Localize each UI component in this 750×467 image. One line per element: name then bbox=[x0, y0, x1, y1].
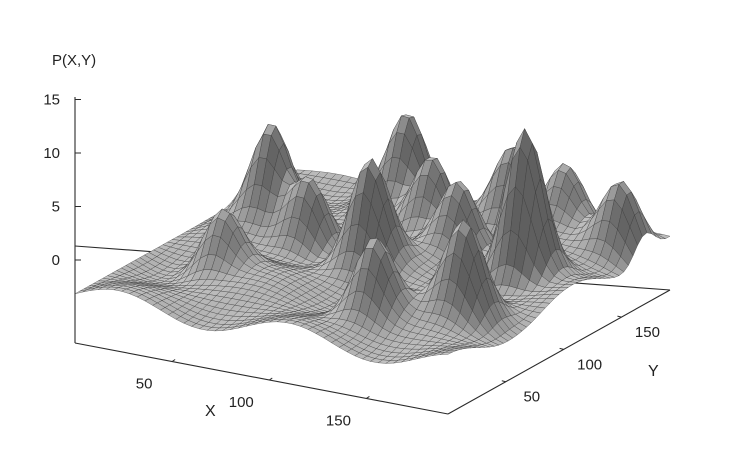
z-tick-label: 15 bbox=[43, 92, 60, 109]
y-tick-mark bbox=[617, 315, 622, 318]
x-axis-line bbox=[74, 342, 449, 415]
surface-facet bbox=[440, 351, 453, 355]
y-tick-label: 100 bbox=[577, 356, 602, 373]
y-tick-label: 50 bbox=[523, 389, 540, 406]
z-tick-label: 10 bbox=[43, 145, 60, 162]
x-tick-mark bbox=[268, 377, 273, 381]
z-tick-label: 0 bbox=[52, 252, 60, 269]
ticks: 0 5 10 15 50 100 150 50 100 150 bbox=[43, 92, 660, 430]
y-axis-label: Y bbox=[648, 363, 659, 380]
x-tick-mark bbox=[366, 396, 370, 399]
z-tick-label: 5 bbox=[52, 199, 60, 216]
y-axis-line bbox=[447, 289, 671, 415]
y-tick-mark bbox=[501, 380, 506, 383]
x-tick-label: 50 bbox=[136, 375, 153, 392]
y-tick-mark bbox=[559, 347, 564, 350]
surface bbox=[74, 114, 671, 364]
x-tick-label: 100 bbox=[229, 394, 254, 411]
z-axis-label: P(X,Y) bbox=[52, 52, 96, 69]
x-axis-label: X bbox=[205, 403, 216, 420]
x-tick-mark bbox=[171, 359, 176, 362]
x-tick-label: 150 bbox=[326, 412, 351, 429]
y-tick-label: 150 bbox=[635, 324, 660, 341]
